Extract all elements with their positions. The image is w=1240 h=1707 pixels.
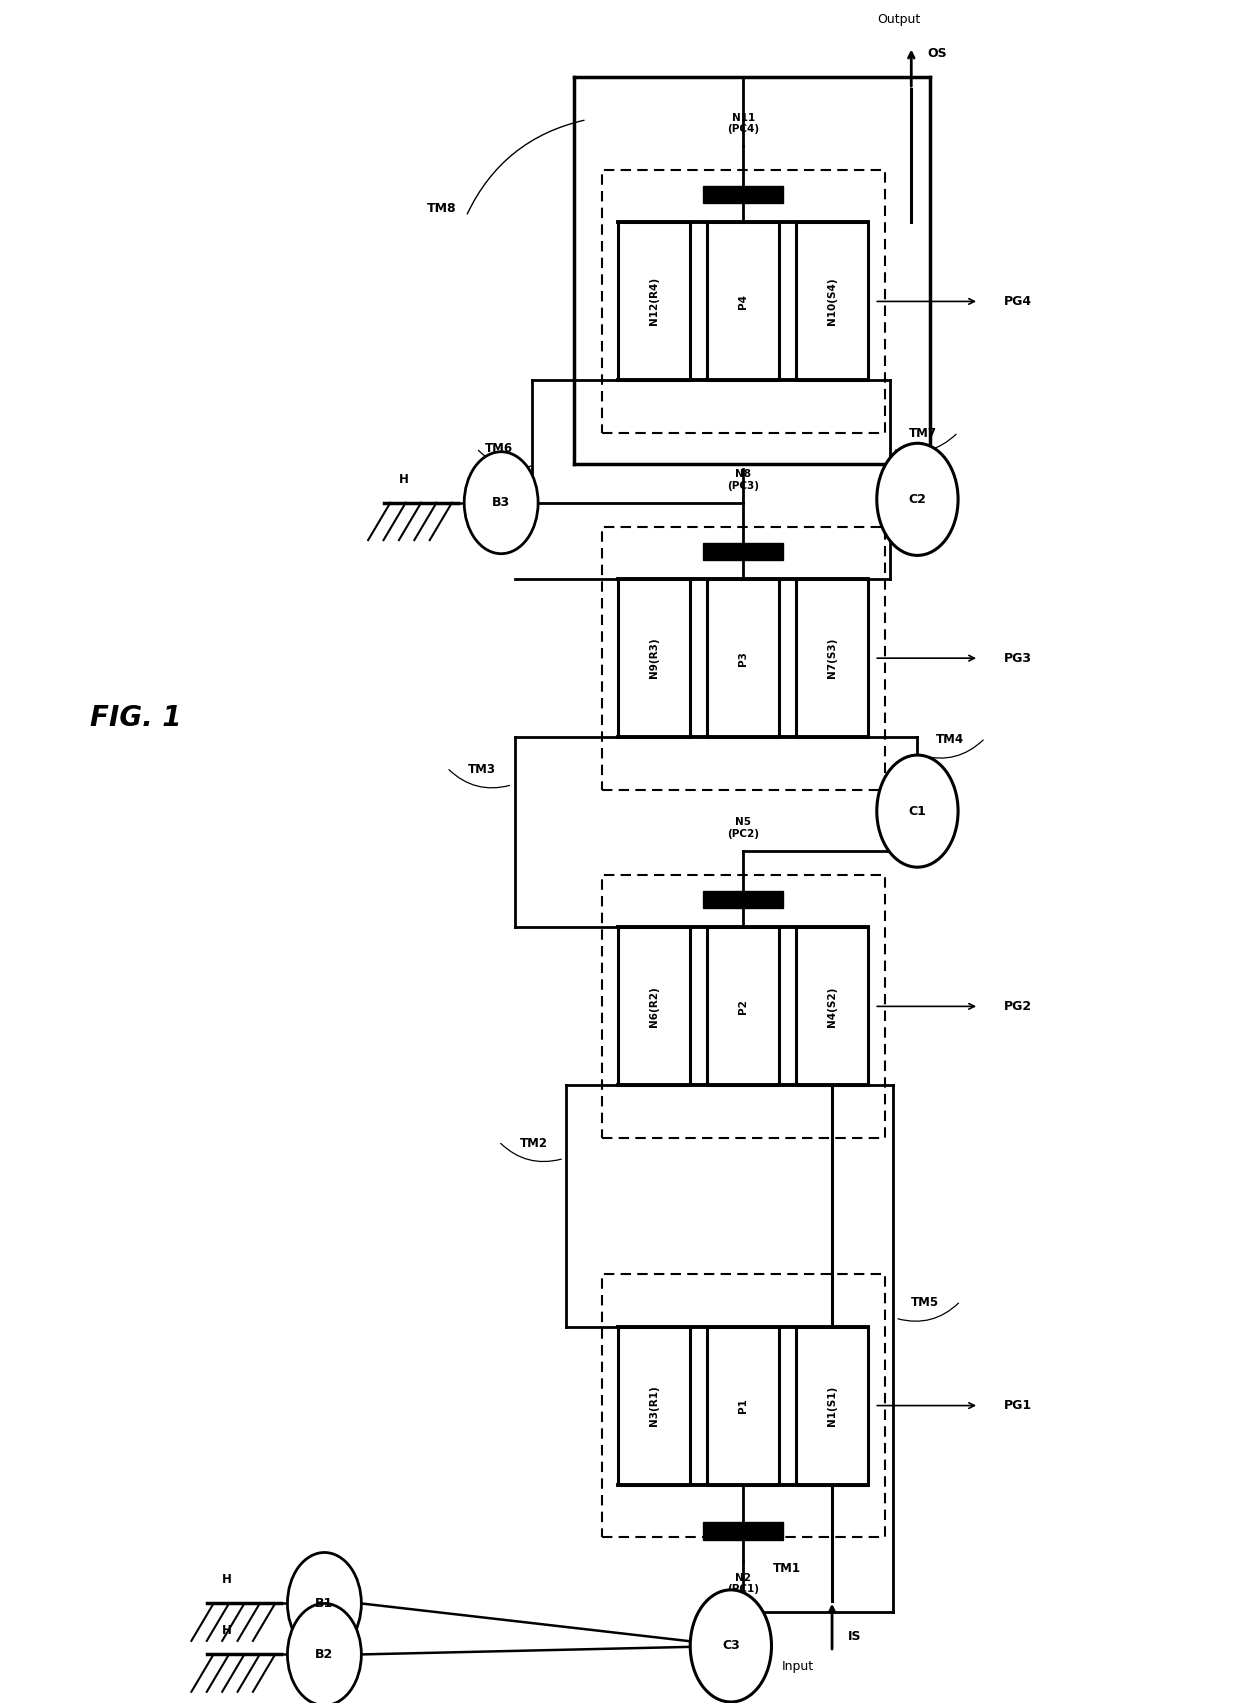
Bar: [703, 186, 782, 203]
Text: IS: IS: [848, 1630, 862, 1644]
Text: P3: P3: [738, 650, 748, 666]
Bar: [601, 874, 885, 1139]
Text: TM6: TM6: [485, 442, 513, 454]
Circle shape: [877, 444, 959, 555]
Bar: [619, 222, 691, 381]
Text: N2
(PC1): N2 (PC1): [727, 1572, 759, 1594]
Text: N7(S3): N7(S3): [827, 638, 837, 678]
Text: N12(R4): N12(R4): [650, 277, 660, 326]
Text: N11
(PC4): N11 (PC4): [727, 113, 759, 135]
Text: N6(R2): N6(R2): [650, 987, 660, 1026]
Bar: [703, 1523, 782, 1540]
Bar: [601, 526, 885, 790]
Bar: [796, 927, 868, 1086]
Circle shape: [288, 1603, 361, 1705]
Text: B2: B2: [315, 1647, 334, 1661]
Bar: [707, 579, 779, 737]
Text: TM3: TM3: [469, 763, 496, 775]
Text: N1(S1): N1(S1): [827, 1386, 837, 1425]
Text: TM1: TM1: [774, 1562, 801, 1576]
Text: PG2: PG2: [1003, 1000, 1032, 1012]
Text: TM8: TM8: [427, 201, 456, 215]
Text: P1: P1: [738, 1398, 748, 1413]
Bar: [601, 1273, 885, 1538]
Text: TM7: TM7: [909, 427, 936, 440]
Text: N9(R3): N9(R3): [650, 638, 660, 678]
Text: PG4: PG4: [1003, 295, 1032, 307]
Text: B3: B3: [492, 497, 510, 509]
Text: Input: Input: [781, 1661, 813, 1673]
Text: OS: OS: [928, 46, 947, 60]
Bar: [619, 1326, 691, 1485]
Text: H: H: [399, 473, 409, 486]
Text: H: H: [222, 1574, 232, 1586]
Text: C1: C1: [909, 804, 926, 818]
Text: C3: C3: [722, 1639, 740, 1652]
Text: PG1: PG1: [1003, 1400, 1032, 1412]
Text: TM2: TM2: [520, 1137, 548, 1149]
Bar: [707, 1326, 779, 1485]
Bar: [796, 579, 868, 737]
Text: P4: P4: [738, 294, 748, 309]
Circle shape: [877, 754, 959, 867]
Text: H: H: [222, 1625, 232, 1637]
Text: TM4: TM4: [936, 732, 963, 746]
Bar: [619, 927, 691, 1086]
Text: TM5: TM5: [911, 1296, 940, 1309]
Text: N4(S2): N4(S2): [827, 987, 837, 1026]
Text: N10(S4): N10(S4): [827, 278, 837, 326]
Circle shape: [288, 1552, 361, 1654]
Text: FIG. 1: FIG. 1: [91, 703, 182, 732]
Bar: [707, 927, 779, 1086]
Text: Output: Output: [878, 14, 920, 26]
Circle shape: [691, 1589, 771, 1702]
Text: B1: B1: [315, 1598, 334, 1610]
Text: N8
(PC3): N8 (PC3): [727, 469, 759, 492]
Bar: [703, 891, 782, 908]
Bar: [796, 1326, 868, 1485]
Text: PG3: PG3: [1003, 652, 1032, 664]
Bar: [707, 222, 779, 381]
Text: N3(R1): N3(R1): [650, 1384, 660, 1425]
Bar: [601, 169, 885, 434]
Text: C2: C2: [909, 493, 926, 505]
Bar: [703, 543, 782, 560]
Text: N5
(PC2): N5 (PC2): [727, 818, 759, 840]
Text: P2: P2: [738, 999, 748, 1014]
Circle shape: [464, 452, 538, 553]
Bar: [796, 222, 868, 381]
Bar: [619, 579, 691, 737]
